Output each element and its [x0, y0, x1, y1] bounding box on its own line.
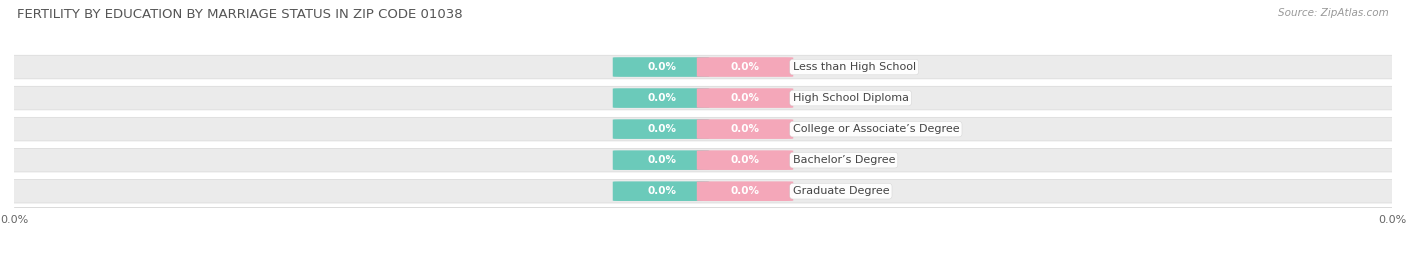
FancyBboxPatch shape [613, 181, 709, 201]
Text: High School Diploma: High School Diploma [793, 93, 908, 103]
Text: 0.0%: 0.0% [647, 124, 676, 134]
Text: 0.0%: 0.0% [731, 155, 759, 165]
Text: Bachelor’s Degree: Bachelor’s Degree [793, 155, 896, 165]
Text: 0.0%: 0.0% [731, 124, 759, 134]
FancyBboxPatch shape [0, 117, 1406, 141]
Text: Source: ZipAtlas.com: Source: ZipAtlas.com [1278, 8, 1389, 18]
Text: Graduate Degree: Graduate Degree [793, 186, 889, 196]
FancyBboxPatch shape [0, 179, 1406, 203]
Text: Less than High School: Less than High School [793, 62, 915, 72]
FancyBboxPatch shape [697, 150, 793, 170]
Text: FERTILITY BY EDUCATION BY MARRIAGE STATUS IN ZIP CODE 01038: FERTILITY BY EDUCATION BY MARRIAGE STATU… [17, 8, 463, 21]
FancyBboxPatch shape [697, 57, 793, 77]
Text: College or Associate’s Degree: College or Associate’s Degree [793, 124, 959, 134]
FancyBboxPatch shape [613, 57, 709, 77]
Text: 0.0%: 0.0% [647, 62, 676, 72]
Legend: Married, Unmarried: Married, Unmarried [623, 266, 783, 269]
Text: 0.0%: 0.0% [731, 186, 759, 196]
FancyBboxPatch shape [0, 55, 1406, 79]
FancyBboxPatch shape [613, 119, 709, 139]
Text: 0.0%: 0.0% [731, 93, 759, 103]
FancyBboxPatch shape [613, 88, 709, 108]
FancyBboxPatch shape [697, 88, 793, 108]
FancyBboxPatch shape [0, 148, 1406, 172]
Text: 0.0%: 0.0% [731, 62, 759, 72]
Text: 0.0%: 0.0% [647, 93, 676, 103]
FancyBboxPatch shape [697, 181, 793, 201]
Text: 0.0%: 0.0% [647, 155, 676, 165]
FancyBboxPatch shape [697, 119, 793, 139]
FancyBboxPatch shape [0, 86, 1406, 110]
FancyBboxPatch shape [613, 150, 709, 170]
Text: 0.0%: 0.0% [647, 186, 676, 196]
